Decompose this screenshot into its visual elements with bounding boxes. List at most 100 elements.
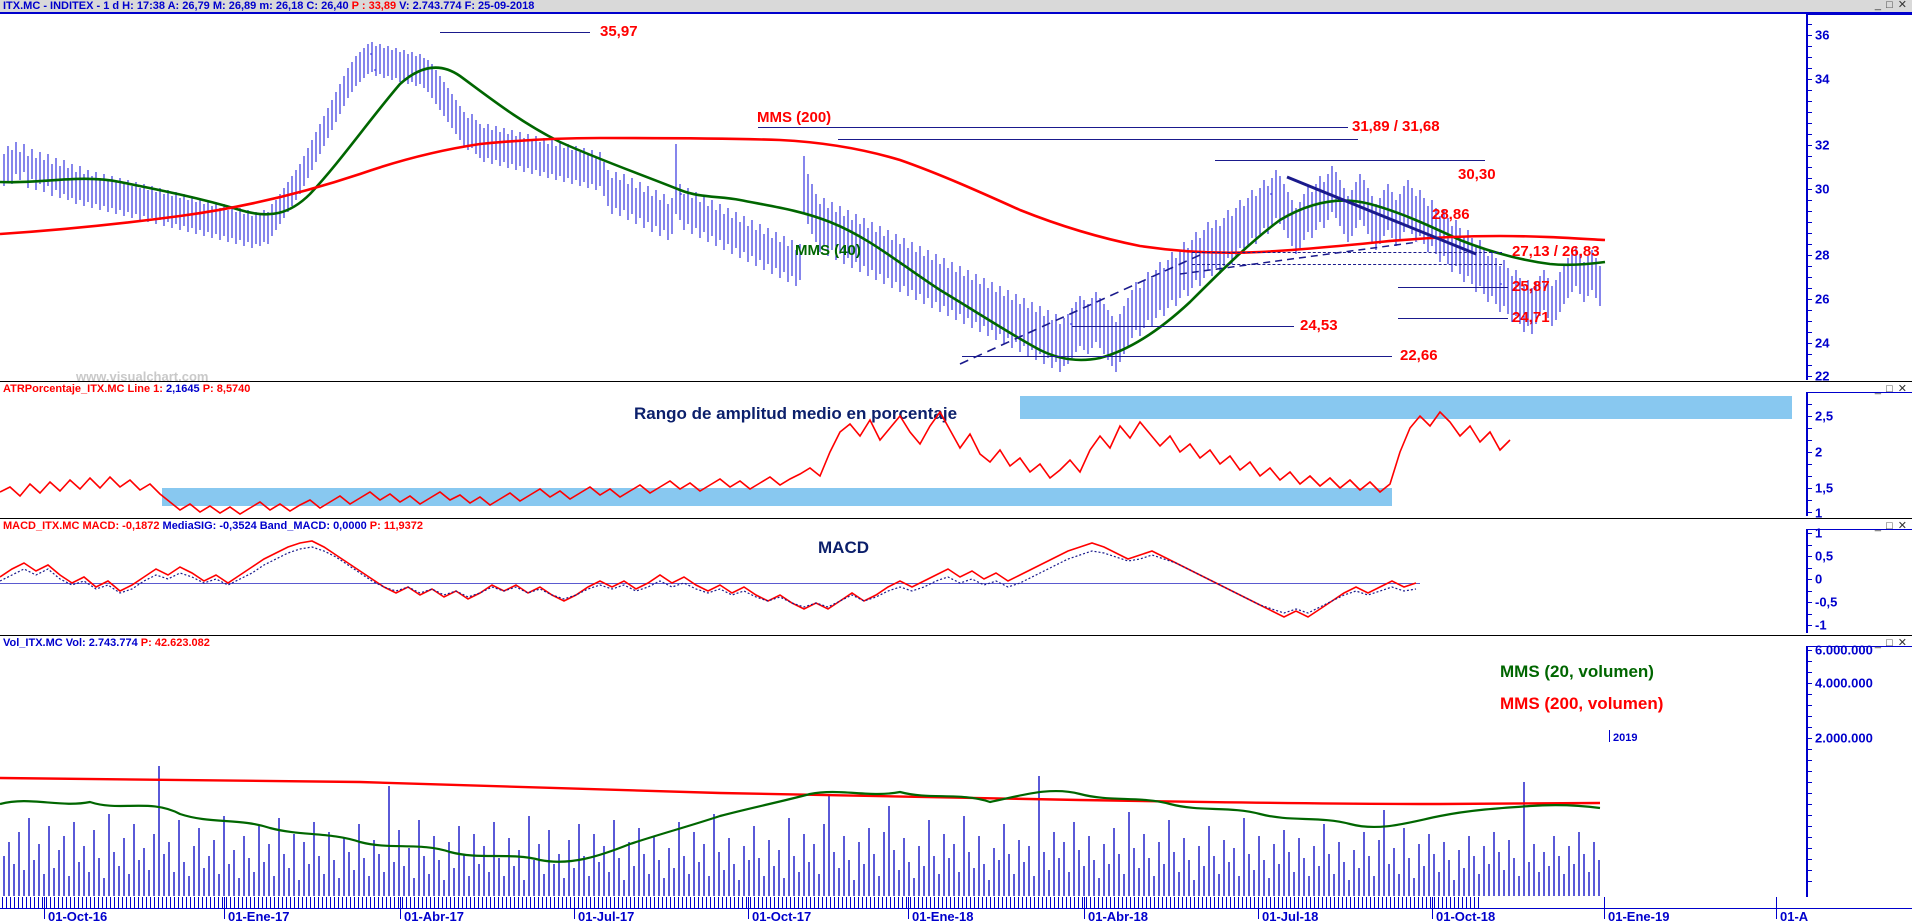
date-axis-tick bbox=[1274, 897, 1275, 908]
uptrend-line-overlay bbox=[959, 254, 1201, 365]
date-axis-tick bbox=[762, 897, 763, 908]
level-line-30-30 bbox=[1215, 160, 1485, 161]
macd-axis-label: -0,5 bbox=[1815, 594, 1838, 610]
date-axis-tick bbox=[1006, 897, 1007, 908]
date-axis-tick bbox=[1014, 897, 1015, 908]
date-axis-tick bbox=[366, 897, 367, 908]
volume-window-controls[interactable]: _ □ ✕ bbox=[1875, 636, 1908, 649]
macd-panel: MACD_ITX.MC MACD: -0,1872 MediaSIG: -0,3… bbox=[0, 519, 1912, 633]
date-axis-tick bbox=[1094, 897, 1095, 908]
date-axis-tick bbox=[1402, 897, 1403, 908]
macd-plot[interactable] bbox=[0, 529, 1805, 633]
volume-axis-tick bbox=[1806, 650, 1812, 651]
volume-axis-tick bbox=[1806, 760, 1812, 761]
instrument-readout-main: ITX.MC - INDITEX - 1 d H: 17:38 A: 26,79… bbox=[3, 0, 352, 12]
sma-40-line bbox=[0, 66, 1606, 362]
price-axis-tick bbox=[1806, 266, 1812, 267]
volume-axis-tick bbox=[1806, 771, 1812, 772]
date-axis-tick bbox=[842, 897, 843, 908]
date-axis-tick bbox=[626, 897, 627, 908]
minimize-icon[interactable]: _ bbox=[1874, 0, 1882, 11]
macd-axis-tick bbox=[1806, 591, 1812, 592]
price-axis-tick bbox=[1806, 277, 1812, 278]
price-axis-tick bbox=[1806, 255, 1812, 256]
atr-plot[interactable] bbox=[0, 392, 1805, 526]
volume-axis-tick bbox=[1806, 870, 1812, 871]
minimize-icon[interactable]: _ bbox=[1874, 383, 1882, 395]
date-axis-tick bbox=[1406, 897, 1407, 908]
close-icon[interactable]: ✕ bbox=[1897, 637, 1908, 649]
date-axis-major-tick bbox=[1776, 897, 1777, 919]
date-axis[interactable]: 01-Oct-16 01-Ene-17 01-Abr-17 01-Jul-17 … bbox=[0, 897, 1912, 924]
date-axis-tick bbox=[682, 897, 683, 908]
volume-axis-tick bbox=[1806, 881, 1812, 882]
level-line-26-83 bbox=[1192, 264, 1502, 265]
price-plot[interactable] bbox=[0, 14, 1805, 380]
macd-window-controls[interactable]: _ □ ✕ bbox=[1875, 519, 1908, 532]
date-axis-tick bbox=[970, 897, 971, 908]
date-axis-tick bbox=[530, 897, 531, 908]
date-axis-tick bbox=[1210, 897, 1211, 908]
sma-200-line bbox=[0, 136, 1606, 255]
maximize-icon[interactable]: □ bbox=[1886, 520, 1894, 532]
date-axis-tick bbox=[910, 897, 911, 908]
atr-axis-tick bbox=[1806, 452, 1812, 453]
date-axis-tick bbox=[1018, 897, 1019, 908]
atr-axis-tick bbox=[1806, 500, 1812, 501]
macd-header-part3: P: 11,9372 bbox=[369, 520, 423, 532]
price-axis-tick bbox=[1806, 321, 1812, 322]
date-axis-tick bbox=[602, 897, 603, 908]
maximize-icon[interactable]: □ bbox=[1886, 383, 1894, 395]
date-axis-tick bbox=[678, 897, 679, 908]
price-axis-tick bbox=[1806, 222, 1812, 223]
date-axis-tick bbox=[930, 897, 931, 908]
date-axis-tick bbox=[1126, 897, 1127, 908]
year-marker-tick bbox=[1609, 730, 1610, 742]
date-axis-tick bbox=[470, 897, 471, 908]
atr-window-controls[interactable]: _ □ ✕ bbox=[1875, 382, 1908, 395]
date-axis-tick bbox=[1350, 897, 1351, 908]
close-icon[interactable]: ✕ bbox=[1897, 383, 1908, 395]
date-axis-tick bbox=[750, 897, 751, 908]
volume-axis-tick bbox=[1806, 804, 1812, 805]
date-axis-tick bbox=[1134, 897, 1135, 908]
date-axis-tick bbox=[1322, 897, 1323, 908]
atr-axis-line bbox=[1806, 392, 1808, 516]
maximize-icon[interactable]: □ bbox=[1886, 637, 1894, 649]
date-axis-tick bbox=[134, 897, 135, 908]
date-axis-tick bbox=[1226, 897, 1227, 908]
date-axis-tick bbox=[938, 897, 939, 908]
price-axis-tick bbox=[1806, 134, 1812, 135]
close-icon[interactable]: ✕ bbox=[1897, 0, 1908, 11]
date-axis-tick bbox=[438, 897, 439, 908]
level-line-31-89 bbox=[758, 127, 1348, 128]
volume-plot[interactable] bbox=[0, 646, 1805, 896]
date-axis-tick bbox=[518, 897, 519, 908]
date-axis-tick bbox=[450, 897, 451, 908]
date-axis-tick bbox=[1358, 897, 1359, 908]
watermark: www.visualchart.com bbox=[76, 369, 209, 384]
date-axis-tick bbox=[1106, 897, 1107, 908]
maximize-icon[interactable]: □ bbox=[1886, 0, 1894, 11]
date-axis-tick bbox=[1198, 897, 1199, 908]
close-icon[interactable]: ✕ bbox=[1897, 520, 1908, 532]
date-axis-tick bbox=[586, 897, 587, 908]
date-axis-tick bbox=[826, 897, 827, 908]
atr-header-part3: P: 8,5740 bbox=[199, 383, 251, 395]
date-axis-tick bbox=[86, 897, 87, 908]
minimize-icon[interactable]: _ bbox=[1874, 637, 1882, 649]
macd-header-part1: MACD_ITX.MC MACD: -0,1872 bbox=[3, 520, 163, 532]
date-axis-tick bbox=[770, 897, 771, 908]
minimize-icon[interactable]: _ bbox=[1874, 520, 1882, 532]
date-axis-tick bbox=[194, 897, 195, 908]
window-controls[interactable]: _ □ ✕ bbox=[1875, 0, 1908, 12]
date-axis-major-tick bbox=[748, 897, 749, 919]
price-axis-tick bbox=[1806, 211, 1812, 212]
date-axis-tick bbox=[854, 897, 855, 908]
date-axis-tick bbox=[1418, 897, 1419, 908]
date-axis-tick bbox=[874, 897, 875, 908]
date-axis-tick bbox=[634, 897, 635, 908]
macd-annotation-title: MACD bbox=[818, 538, 869, 557]
date-axis-tick bbox=[1234, 897, 1235, 908]
date-axis-tick bbox=[590, 897, 591, 908]
